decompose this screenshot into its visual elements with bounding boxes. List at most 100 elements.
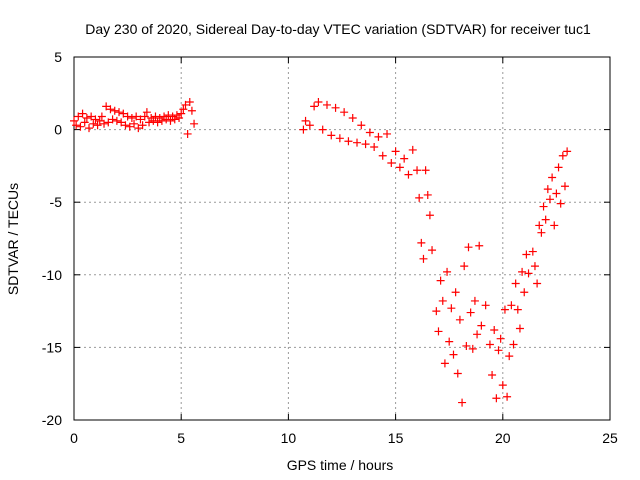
data-point: [535, 221, 544, 230]
data-point: [434, 327, 443, 336]
data-point: [458, 398, 467, 407]
data-point: [413, 166, 422, 175]
data-point: [520, 288, 529, 297]
data-point: [305, 121, 314, 130]
data-point: [175, 113, 184, 122]
data-point: [503, 392, 512, 401]
data-point: [85, 124, 94, 133]
data-point: [460, 262, 469, 271]
data-point: [436, 276, 445, 285]
data-point: [361, 140, 370, 149]
data-point: [87, 112, 96, 121]
data-point: [543, 185, 552, 194]
data-point: [391, 147, 400, 156]
data-point: [415, 193, 424, 202]
series-early-block: [70, 98, 199, 138]
data-point: [475, 241, 484, 250]
data-point: [378, 151, 387, 160]
data-point: [179, 105, 188, 114]
data-point: [365, 128, 374, 137]
data-point: [481, 301, 490, 310]
data-series: [70, 98, 572, 407]
data-point: [466, 308, 475, 317]
data-point: [477, 321, 486, 330]
data-point: [492, 394, 501, 403]
data-point: [428, 246, 437, 255]
data-point: [453, 369, 462, 378]
data-point: [443, 267, 452, 276]
data-point: [524, 269, 533, 278]
data-point: [299, 125, 308, 134]
data-point: [383, 129, 392, 138]
data-point: [511, 279, 520, 288]
data-point: [455, 315, 464, 324]
data-point: [423, 190, 432, 199]
data-point: [166, 116, 175, 125]
data-point: [440, 359, 449, 368]
y-tick-label: -5: [50, 194, 63, 210]
data-point: [500, 305, 509, 314]
y-tick-label: 5: [54, 49, 62, 65]
data-point: [451, 288, 460, 297]
data-point: [419, 254, 428, 263]
plot-frame: [73, 56, 611, 421]
data-point: [177, 109, 186, 118]
data-point: [322, 100, 331, 109]
data-point: [539, 202, 548, 211]
data-point: [132, 112, 141, 121]
data-point: [533, 279, 542, 288]
data-point: [74, 112, 83, 121]
data-point: [449, 350, 458, 359]
data-point: [470, 296, 479, 305]
x-tick-label: 5: [177, 430, 185, 446]
data-point: [145, 118, 154, 127]
data-point: [108, 115, 117, 124]
data-point: [518, 267, 527, 276]
data-point: [142, 108, 151, 117]
data-point: [310, 102, 319, 111]
data-point: [545, 195, 554, 204]
data-point: [149, 116, 158, 125]
data-point: [170, 115, 179, 124]
data-point: [445, 337, 454, 346]
data-point: [91, 115, 100, 124]
data-point: [552, 189, 561, 198]
data-point: [438, 296, 447, 305]
data-point: [395, 163, 404, 172]
data-point: [488, 370, 497, 379]
data-point: [136, 115, 145, 124]
data-point: [417, 238, 426, 247]
data-point: [344, 137, 353, 146]
data-point: [560, 182, 569, 191]
data-point: [82, 113, 91, 122]
series-late-block: [299, 98, 572, 407]
x-tick-label: 25: [602, 430, 618, 446]
data-point: [76, 122, 85, 131]
data-point: [421, 166, 430, 175]
data-point: [494, 346, 503, 355]
y-axis: -20 -15 -10 -5 0 5: [42, 49, 610, 428]
data-point: [70, 116, 78, 125]
data-point: [468, 344, 477, 353]
data-point: [100, 119, 109, 128]
data-point: [548, 173, 557, 182]
data-point: [537, 228, 546, 237]
data-point: [110, 106, 119, 115]
gridlines: [74, 57, 610, 420]
data-point: [432, 307, 441, 316]
data-point: [127, 113, 136, 122]
data-point: [528, 247, 537, 256]
data-point: [563, 147, 572, 156]
data-point: [123, 112, 132, 121]
data-point: [387, 158, 396, 167]
data-point: [348, 113, 357, 122]
data-point: [164, 111, 173, 120]
data-point: [425, 211, 434, 220]
x-axis-label: GPS time / hours: [287, 457, 394, 473]
data-point: [490, 325, 499, 334]
data-point: [134, 124, 143, 133]
data-point: [370, 143, 379, 152]
data-point: [78, 109, 87, 118]
data-point: [556, 199, 565, 208]
data-point: [507, 301, 516, 310]
